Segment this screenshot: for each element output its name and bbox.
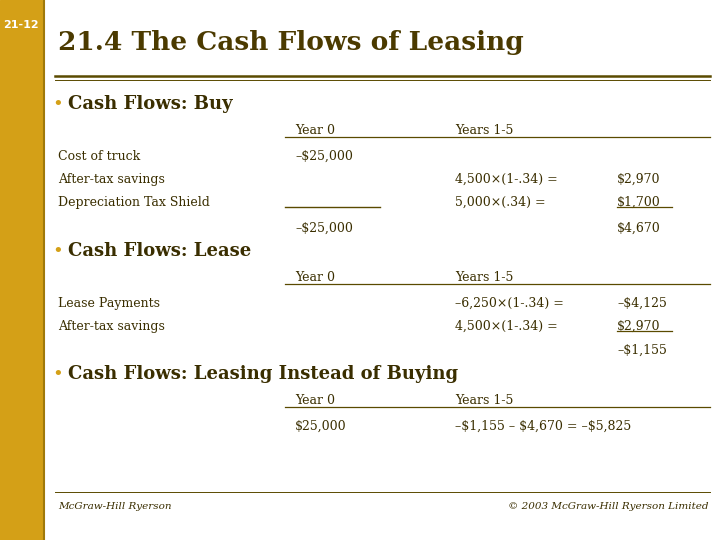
Text: $2,970: $2,970	[617, 320, 660, 333]
Text: Cash Flows: Lease: Cash Flows: Lease	[68, 242, 251, 260]
Text: •: •	[52, 365, 63, 383]
Text: 5,000×(.34) =: 5,000×(.34) =	[455, 196, 546, 209]
Text: Year 0: Year 0	[295, 271, 335, 284]
Text: 21-12: 21-12	[3, 20, 39, 30]
Text: Years 1-5: Years 1-5	[455, 394, 513, 407]
Text: After-tax savings: After-tax savings	[58, 320, 165, 333]
Text: McGraw-Hill Ryerson: McGraw-Hill Ryerson	[58, 502, 171, 511]
Text: Lease Payments: Lease Payments	[58, 297, 160, 310]
Text: –$25,000: –$25,000	[295, 150, 353, 163]
Bar	[0, 0, 42, 540]
Text: –$4,125: –$4,125	[617, 297, 667, 310]
Text: –$1,155 – $4,670 = –$5,825: –$1,155 – $4,670 = –$5,825	[455, 420, 631, 433]
Text: $25,000: $25,000	[295, 420, 346, 433]
Text: •: •	[52, 95, 63, 113]
Text: Cash Flows: Buy: Cash Flows: Buy	[68, 95, 233, 113]
Text: $4,670: $4,670	[617, 222, 661, 235]
Text: –$1,155: –$1,155	[617, 344, 667, 357]
Text: Years 1-5: Years 1-5	[455, 124, 513, 137]
Text: Years 1-5: Years 1-5	[455, 271, 513, 284]
Text: After-tax savings: After-tax savings	[58, 173, 165, 186]
Text: $1,700: $1,700	[617, 196, 661, 209]
Text: –6,250×(1-.34) =: –6,250×(1-.34) =	[455, 297, 564, 310]
Text: © 2003 McGraw-Hill Ryerson Limited: © 2003 McGraw-Hill Ryerson Limited	[508, 502, 708, 511]
Text: 4,500×(1-.34) =: 4,500×(1-.34) =	[455, 173, 558, 186]
Text: 21.4 The Cash Flows of Leasing: 21.4 The Cash Flows of Leasing	[58, 30, 523, 55]
Text: •: •	[52, 242, 63, 260]
Text: Cash Flows: Leasing Instead of Buying: Cash Flows: Leasing Instead of Buying	[68, 365, 458, 383]
Text: 4,500×(1-.34) =: 4,500×(1-.34) =	[455, 320, 558, 333]
Text: Cost of truck: Cost of truck	[58, 150, 140, 163]
Text: Year 0: Year 0	[295, 394, 335, 407]
Text: Depreciation Tax Shield: Depreciation Tax Shield	[58, 196, 210, 209]
Text: –$25,000: –$25,000	[295, 222, 353, 235]
Text: $2,970: $2,970	[617, 173, 660, 186]
Text: Year 0: Year 0	[295, 124, 335, 137]
